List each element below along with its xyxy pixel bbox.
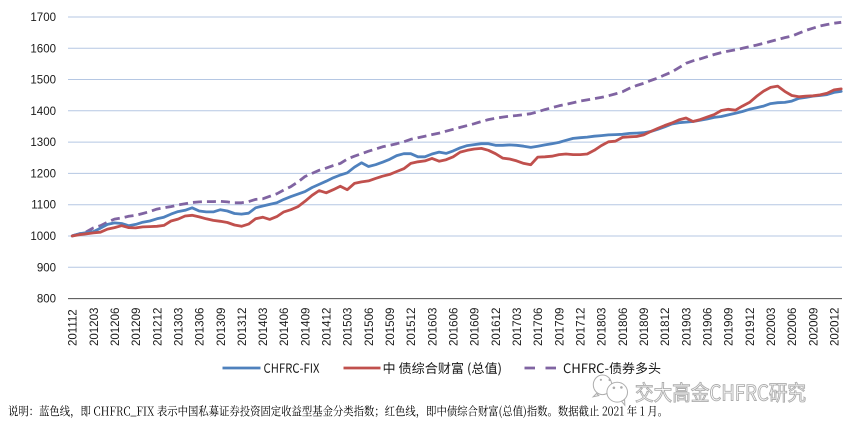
svg-text:201309: 201309 — [216, 308, 228, 346]
svg-text:1200: 1200 — [30, 168, 56, 180]
svg-text:201303: 201303 — [173, 308, 185, 346]
svg-text:201912: 201912 — [745, 308, 757, 346]
svg-text:201409: 201409 — [300, 308, 312, 346]
svg-text:202009: 202009 — [808, 308, 820, 346]
svg-text:201703: 201703 — [512, 308, 524, 346]
svg-text:201806: 201806 — [618, 308, 630, 346]
svg-text:201909: 201909 — [724, 308, 736, 346]
svg-text:1700: 1700 — [30, 12, 56, 24]
svg-text:201512: 201512 — [406, 308, 418, 346]
svg-text:900: 900 — [37, 262, 56, 274]
svg-text:1500: 1500 — [30, 75, 56, 87]
svg-text:201606: 201606 — [449, 308, 461, 346]
svg-text:201406: 201406 — [279, 308, 291, 346]
svg-text:1000: 1000 — [30, 231, 56, 243]
svg-text:201503: 201503 — [343, 308, 355, 346]
svg-text:201603: 201603 — [427, 308, 439, 346]
svg-text:201403: 201403 — [258, 308, 270, 346]
svg-text:201212: 201212 — [152, 308, 164, 346]
svg-text:201412: 201412 — [322, 308, 334, 346]
svg-text:201903: 201903 — [681, 308, 693, 346]
svg-text:201112: 201112 — [68, 309, 80, 346]
svg-text:201706: 201706 — [533, 308, 545, 346]
svg-text:201209: 201209 — [131, 308, 143, 346]
svg-text:1300: 1300 — [30, 137, 56, 149]
svg-text:800: 800 — [37, 294, 56, 306]
svg-text:1400: 1400 — [30, 106, 56, 118]
svg-text:201712: 201712 — [576, 308, 588, 346]
svg-text:201509: 201509 — [385, 308, 397, 346]
svg-text:202003: 202003 — [766, 308, 778, 346]
svg-text:201506: 201506 — [364, 308, 376, 346]
svg-text:201203: 201203 — [89, 308, 101, 346]
svg-text:1600: 1600 — [30, 43, 56, 55]
svg-text:201809: 201809 — [639, 308, 651, 346]
svg-text:201312: 201312 — [237, 308, 249, 346]
svg-text:202012: 202012 — [830, 308, 842, 346]
svg-text:201803: 201803 — [597, 308, 609, 346]
svg-text:201709: 201709 — [554, 308, 566, 346]
svg-text:201306: 201306 — [195, 308, 207, 346]
svg-text:201206: 201206 — [110, 308, 122, 346]
svg-text:202006: 202006 — [787, 308, 799, 346]
svg-text:1100: 1100 — [31, 200, 56, 212]
svg-text:201906: 201906 — [703, 308, 715, 346]
svg-text:201609: 201609 — [470, 308, 482, 346]
svg-text:201812: 201812 — [660, 308, 672, 346]
svg-text:201612: 201612 — [491, 308, 503, 346]
